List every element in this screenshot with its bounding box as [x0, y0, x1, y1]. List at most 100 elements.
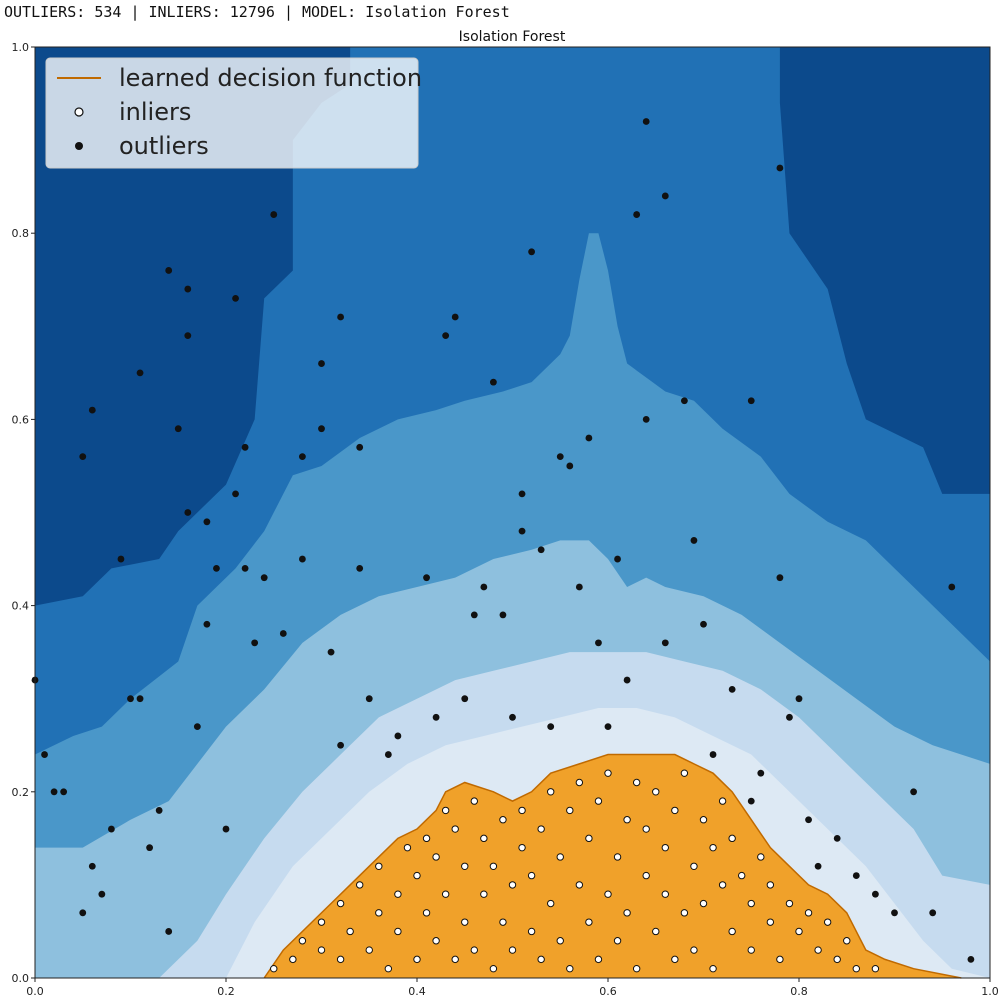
outlier-point [60, 788, 68, 796]
outlier-point [88, 406, 96, 414]
inlier-point [470, 797, 478, 805]
outlier-point [279, 630, 287, 637]
outlier-point [117, 555, 125, 563]
outlier-point [461, 695, 469, 703]
outlier-point [251, 639, 259, 647]
outlier-point [642, 118, 650, 125]
outlier-point [499, 611, 507, 619]
inlier-point [795, 927, 803, 936]
inlier-point [718, 881, 727, 889]
inlier-point [375, 909, 383, 917]
outlier-point [155, 807, 163, 814]
inlier-point [441, 806, 450, 815]
axis-ticks: 0.0 0.2 0.4 0.6 0.8 1.0 0.0 0.2 0.4 0.6 0.8 1.0 [12, 41, 999, 998]
outlier-point [79, 909, 87, 917]
outlier-point [356, 564, 364, 572]
outlier-point [136, 369, 144, 377]
outlier-point [833, 834, 841, 842]
inlier-point [652, 788, 660, 796]
outlier-point [318, 425, 325, 433]
inlier-point [585, 834, 593, 843]
outlier-point [480, 583, 488, 591]
inlier-point [270, 964, 278, 973]
inlier-point [823, 918, 832, 926]
outlier-swatch [75, 142, 83, 150]
inlier-point [451, 955, 459, 964]
model-label: MODEL: [302, 3, 357, 21]
outlier-point [528, 248, 535, 256]
inlier-point [690, 946, 698, 954]
contour-background [35, 47, 990, 979]
inlier-point [632, 964, 641, 973]
outlier-point [910, 788, 917, 796]
inlier-point [585, 918, 593, 926]
inlier-point [604, 890, 612, 898]
inlier-point [289, 955, 297, 964]
model-name: Isolation Forest [365, 3, 510, 21]
inlier-point [575, 778, 584, 787]
outlier-point [165, 928, 173, 935]
inlier-point [384, 964, 393, 973]
outlier-point [595, 639, 602, 647]
outlier-point [423, 574, 430, 582]
outlier-point [614, 555, 621, 563]
inlier-point [575, 881, 584, 889]
outlier-point [184, 332, 192, 340]
x-tick-label: 0.2 [217, 985, 235, 998]
outlier-point [872, 890, 879, 898]
y-tick-label: 0.0 [12, 972, 30, 985]
inlier-point [680, 769, 689, 777]
inlier-point [518, 843, 526, 852]
legend-outliers: outliers [119, 132, 209, 160]
inlier-point [671, 806, 679, 815]
outlier-point [50, 788, 58, 796]
legend-box [45, 57, 419, 169]
inlier-point [461, 918, 469, 926]
inlier-point [871, 964, 880, 973]
outlier-point [852, 872, 860, 879]
inlier-point [680, 909, 689, 917]
inlier-point [556, 937, 564, 945]
inlier-point [718, 797, 727, 805]
outlier-point [127, 695, 134, 703]
outlier-point [690, 537, 698, 544]
outlier-point [537, 546, 545, 554]
outlier-point [108, 825, 115, 833]
plot-frame [34, 46, 991, 979]
inlier-point [699, 816, 708, 824]
outlier-point [384, 751, 392, 758]
outlier-point [184, 285, 192, 293]
outlier-point [585, 434, 593, 442]
inlier-point [365, 946, 373, 954]
outliers-label: OUTLIERS: [4, 3, 86, 21]
inlier-point [852, 964, 860, 973]
inlier-point [346, 927, 354, 936]
y-tick-label: 0.4 [12, 600, 30, 613]
outlier-point [318, 360, 325, 367]
inlier-point [594, 797, 603, 805]
inlier-point [317, 946, 326, 954]
decision-region [264, 754, 962, 978]
outlier-point [451, 313, 459, 321]
outlier-point [356, 443, 364, 451]
x-tick-label: 0.0 [26, 985, 44, 998]
inlier-point [690, 862, 698, 870]
outlier-point [270, 211, 278, 218]
legend-inliers: inliers [119, 98, 191, 126]
legend-decision-function: learned decision function [119, 64, 422, 92]
outlier-point [642, 416, 650, 423]
outlier-point [661, 192, 669, 200]
inlier-point [623, 816, 631, 824]
outlier-point [891, 909, 898, 917]
inlier-point [403, 843, 412, 852]
data-points [31, 118, 975, 973]
inlier-point [480, 890, 488, 898]
inlier-point [508, 946, 517, 954]
inlier-point [632, 778, 641, 787]
outlier-point [661, 639, 669, 647]
outlier-point [146, 844, 154, 852]
outlier-point [470, 611, 478, 619]
inlier-point [537, 825, 545, 833]
outlier-point [518, 490, 526, 498]
outlier-point [747, 797, 755, 805]
